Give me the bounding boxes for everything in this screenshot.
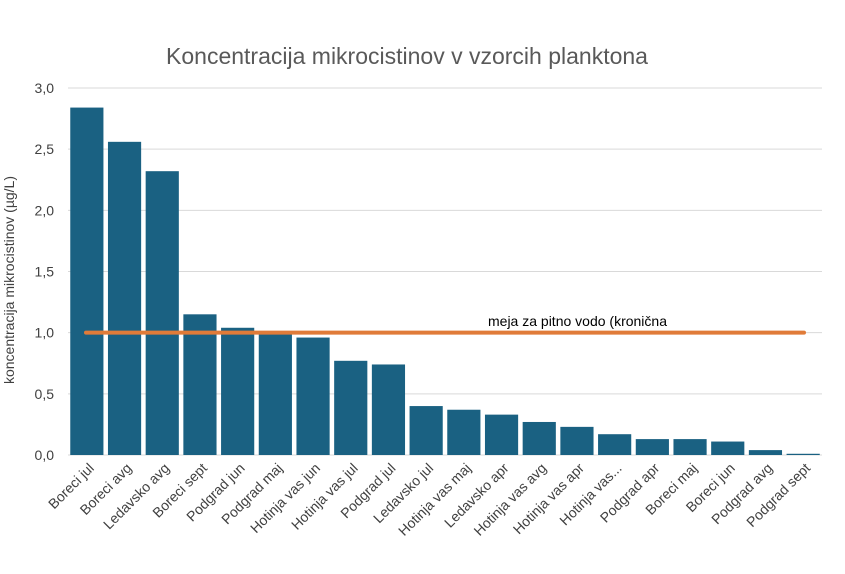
y-tick-label: 1,5 (35, 264, 55, 280)
bar (70, 107, 104, 455)
bar (334, 360, 368, 455)
bars (70, 107, 820, 456)
bar (560, 426, 594, 455)
bar (145, 171, 179, 456)
bar (748, 450, 783, 455)
bar (447, 409, 481, 455)
bar (484, 414, 519, 455)
bar (183, 314, 217, 455)
y-tick-label: 1,0 (35, 325, 55, 341)
bar (635, 439, 669, 455)
y-tick-labels: 0,0 0,5 1,0 1,5 2,0 2,5 3,0 (35, 80, 55, 463)
bar (409, 406, 443, 455)
y-tick-label: 0,0 (35, 447, 55, 463)
gridlines (68, 87, 822, 456)
bar (786, 453, 820, 455)
y-tick-label: 3,0 (35, 80, 55, 96)
bar (221, 327, 255, 455)
y-tick-label: 2,5 (35, 141, 55, 157)
y-tick-label: 0,5 (35, 386, 55, 402)
bar (598, 434, 632, 455)
y-axis-label: koncentracija mikrocistinov (µg/L) (1, 176, 17, 384)
bar (522, 421, 556, 455)
bar (711, 441, 745, 455)
bar (258, 331, 292, 455)
reference-line-label: meja za pitno vodo (kronična (488, 313, 667, 329)
chart-title: Koncentracija mikrocistinov v vzorcih pl… (166, 43, 648, 69)
bar (107, 141, 142, 455)
bar (371, 364, 406, 455)
bar (673, 439, 707, 455)
bar (296, 337, 330, 455)
y-tick-label: 2,0 (35, 202, 55, 218)
